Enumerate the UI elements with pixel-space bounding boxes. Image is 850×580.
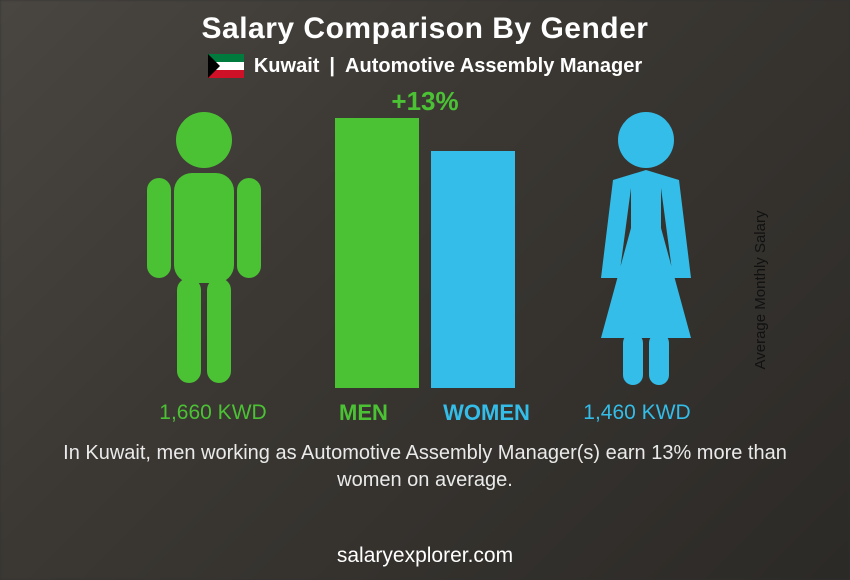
male-person-icon xyxy=(129,108,279,388)
separator: | xyxy=(329,55,335,78)
job-title-label: Automotive Assembly Manager xyxy=(345,55,642,78)
content-container: Salary Comparison By Gender Kuwait | Aut… xyxy=(0,0,850,580)
female-person-icon xyxy=(571,108,721,388)
bar-men xyxy=(335,118,419,388)
men-category-label: MEN xyxy=(311,400,416,426)
men-salary-value: 1,660 KWD xyxy=(133,401,293,425)
label-row: 1,660 KWD MEN WOMEN 1,460 KWD xyxy=(105,400,745,426)
bar-group xyxy=(335,118,515,388)
difference-label: +13% xyxy=(391,86,458,117)
description-text: In Kuwait, men working as Automotive Ass… xyxy=(55,440,795,494)
country-label: Kuwait xyxy=(254,55,320,78)
page-title: Salary Comparison By Gender xyxy=(202,12,649,46)
source-label: salaryexplorer.com xyxy=(337,544,513,568)
subtitle-row: Kuwait | Automotive Assembly Manager xyxy=(208,54,642,78)
women-category-label: WOMEN xyxy=(434,400,539,426)
women-salary-value: 1,460 KWD xyxy=(557,401,717,425)
bar-women xyxy=(431,151,515,388)
kuwait-flag-icon xyxy=(208,54,244,78)
chart-area: +13% 1,660 KWD ME xyxy=(105,86,745,426)
y-axis-label: Average Monthly Salary xyxy=(752,211,769,370)
